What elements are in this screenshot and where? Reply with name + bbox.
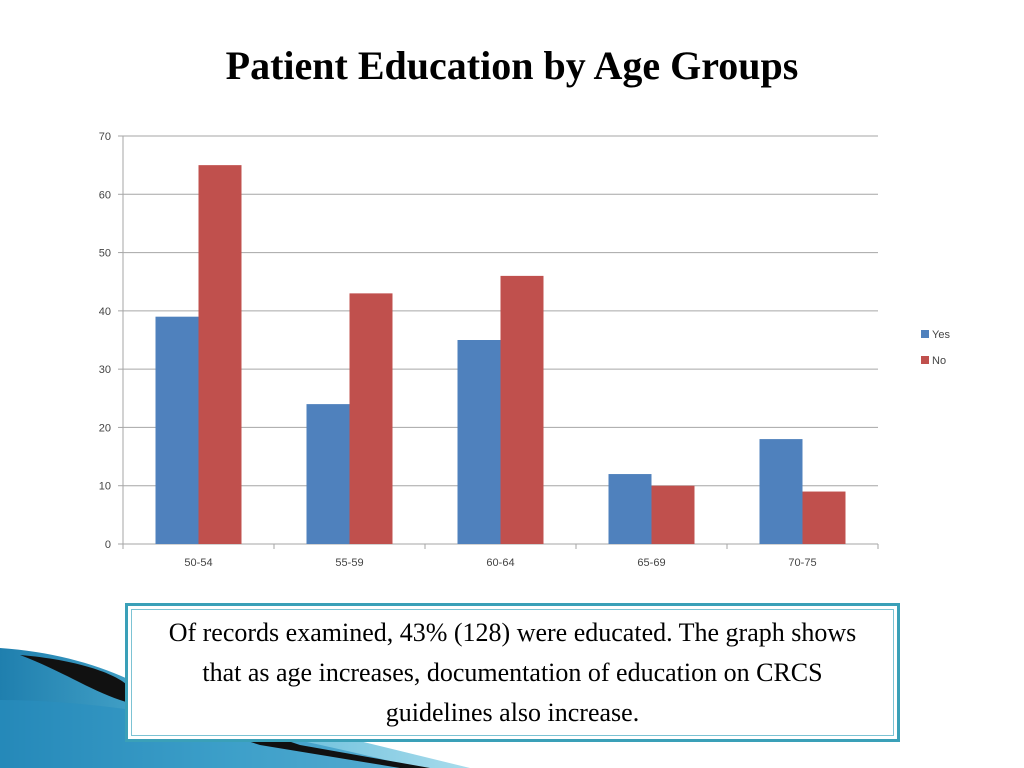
legend: Yes No	[921, 329, 950, 367]
y-tick-label: 10	[99, 481, 111, 493]
slide-title: Patient Education by Age Groups	[225, 43, 799, 88]
y-tick-label: 20	[99, 422, 111, 434]
y-tick-label: 30	[99, 364, 111, 376]
x-tick-label: 50-54	[184, 557, 212, 569]
bar-yes-55-59	[306, 404, 350, 544]
bar-yes-65-69	[608, 474, 652, 544]
bar-no-50-54	[198, 165, 242, 544]
legend-swatch-yes	[921, 330, 929, 338]
bar-no-70-75	[802, 491, 846, 544]
legend-swatch-no	[921, 356, 929, 364]
bar-yes-60-64	[457, 340, 501, 544]
y-tick-label: 50	[99, 248, 111, 260]
summary-note-inner: Of records examined, 43% (128) were educ…	[131, 609, 894, 736]
y-tick-label: 0	[105, 539, 111, 551]
summary-note-text: Of records examined, 43% (128) were educ…	[168, 617, 857, 727]
bar-yes-50-54	[155, 316, 199, 544]
legend-label-yes: Yes	[932, 329, 950, 341]
bar-chart: 0 10 20 30 40 50 60 70 50-54 55-59 60-64 65-69 70-75…	[99, 131, 951, 569]
axes: 0 10 20 30 40 50 60 70 50-54 55-59 60-64 65-69 70-75	[99, 131, 879, 569]
y-tick-label: 40	[99, 306, 111, 318]
bar-no-60-64	[500, 275, 544, 544]
bar-no-55-59	[349, 293, 393, 544]
x-tick-label: 70-75	[788, 557, 816, 569]
y-tick-label: 60	[99, 189, 111, 201]
summary-note-box: Of records examined, 43% (128) were educ…	[125, 603, 900, 742]
bars	[155, 165, 846, 544]
x-tick-label: 55-59	[335, 557, 363, 569]
x-tick-label: 65-69	[637, 557, 665, 569]
bar-yes-70-75	[759, 439, 803, 544]
legend-label-no: No	[932, 355, 946, 367]
x-tick-label: 60-64	[486, 557, 514, 569]
bar-no-65-69	[651, 485, 695, 544]
y-tick-label: 70	[99, 131, 111, 143]
